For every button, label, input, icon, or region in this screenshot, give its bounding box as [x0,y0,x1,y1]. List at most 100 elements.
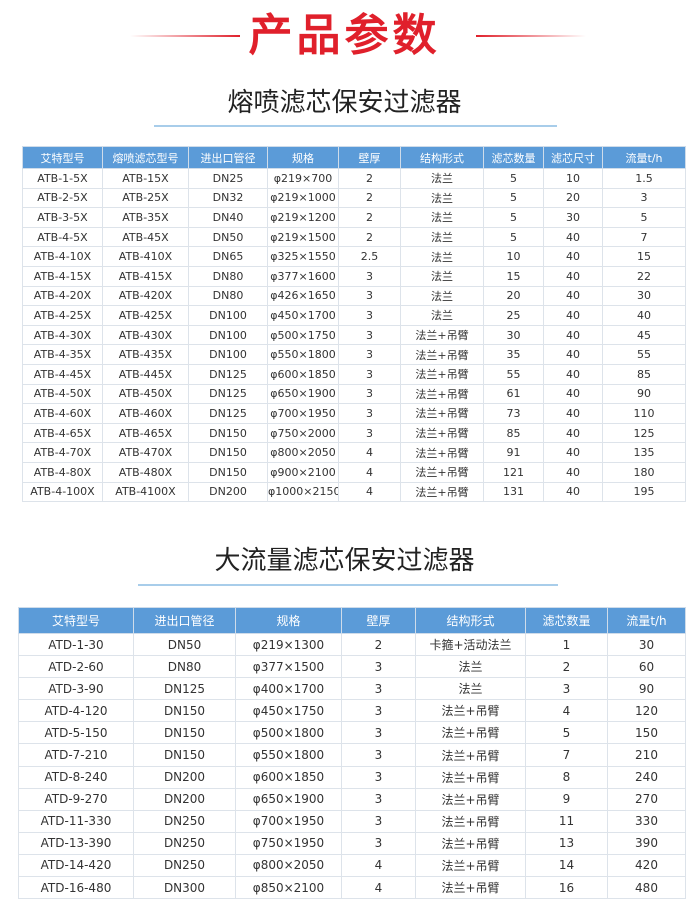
table-cell: ATB-4-50X [22,383,103,405]
meltblown-filter-table: 艾特型号 熔喷滤芯型号 进出口管径 规格 壁厚 结构形式 滤芯数量 滤芯尺寸 流量t/h ATB-… [22,146,686,503]
table-row: ATB-4-50X ATB-450X DN125 φ650×1900 3 法兰+吊臂 61 4… [22,383,686,405]
table-cell: ATD-16-480 [18,876,134,900]
table-cell: 法兰+吊臂 [400,344,484,365]
table-cell: 3 [341,699,416,723]
table-cell: ATD-3-90 [18,677,134,701]
table-cell: 13 [525,831,608,855]
column-header: 流量t/h [602,146,686,169]
table-cell: 7 [525,743,608,767]
table-cell: DN200 [188,481,268,503]
table-cell: DN150 [133,699,236,723]
table-row: ATD-8-240 DN200 φ600×1850 3 法兰+吊臂 8 240 [18,765,686,789]
table-cell: ATD-4-120 [18,699,134,723]
table-cell: ATD-2-60 [18,655,134,679]
table-cell: 法兰+吊臂 [400,461,484,483]
table-cell: DN250 [133,853,236,878]
table-cell: 法兰 [400,285,484,307]
table-cell: ATB-460X [102,403,189,424]
table-cell: ATB-415X [102,265,189,287]
table2-title: 大流量滤芯保安过滤器 [214,546,475,576]
table-cell: 5 [483,207,544,228]
table-cell: ATD-7-210 [18,743,134,767]
table-cell: 法兰+吊臂 [415,809,526,833]
table-cell: 40 [543,461,603,483]
table-cell: 4 [338,461,401,483]
table-cell: ATB-410X [102,246,189,267]
table-cell: 2 [338,226,401,248]
table-cell: 420 [607,853,686,878]
table-cell: 30 [483,324,544,346]
table-cell: ATB-4-15X [22,265,103,287]
table-cell: 90 [607,677,686,701]
table-cell: φ426×1650 [267,285,339,307]
table-cell: φ650×1900 [267,383,339,405]
table-cell: φ650×1900 [235,787,342,811]
table-cell: DN100 [188,344,268,365]
table-cell: 2 [525,655,608,679]
table-row: ATB-4-30X ATB-430X DN100 φ500×1750 3 法兰+吊臂 30 4… [22,324,686,346]
table-cell: 7 [602,226,686,248]
table-cell: DN65 [188,246,268,267]
table-cell: 法兰+吊臂 [400,403,484,424]
table-cell: 40 [602,305,686,326]
table-row: ATB-4-100X ATB-4100X DN200 φ1000×2150 4 法兰+吊臂… [22,481,686,503]
table-cell: ATB-4-70X [22,442,103,463]
table-cell: DN40 [188,207,268,228]
column-header: 规格 [267,146,339,169]
table-cell: 40 [543,442,603,463]
column-header: 流量t/h [607,607,686,634]
table-cell: 90 [602,383,686,405]
table-cell: 法兰+吊臂 [400,481,484,503]
table-cell: 3 [338,305,401,326]
table-row: ATB-4-60X ATB-460X DN125 φ700×1950 3 法兰+吊臂 73 4… [22,403,686,424]
table-cell: DN250 [133,831,236,855]
table-cell: DN50 [188,226,268,248]
table-cell: φ800×2050 [235,853,342,878]
table-cell: φ750×2000 [267,422,339,444]
table-cell: 2 [338,187,401,209]
table2-title-rule [138,584,558,586]
table-cell: 4 [341,876,416,900]
table-cell: 135 [602,442,686,463]
table-cell: 330 [607,809,686,833]
table-cell: 3 [338,285,401,307]
table-cell: φ219×1200 [267,207,339,228]
table-cell: 5 [483,187,544,209]
table-cell: 法兰+吊臂 [400,363,484,385]
table-cell: 240 [607,765,686,789]
table-cell: 121 [483,461,544,483]
table-cell: ATB-3-5X [22,207,103,228]
table-cell: DN125 [188,403,268,424]
table-cell: 73 [483,403,544,424]
table-cell: φ800×2050 [267,442,339,463]
table-cell: 40 [543,383,603,405]
table-cell: 3 [525,677,608,701]
table-cell: DN150 [133,743,236,767]
table-cell: ATD-14-420 [18,853,134,878]
table-cell: ATB-25X [102,187,189,209]
table-cell: DN100 [188,324,268,346]
table-cell: ATD-8-240 [18,765,134,789]
table-cell: 20 [543,187,603,209]
title-right-rule [476,35,586,37]
table-row: ATB-1-5X ATB-15X DN25 φ219×700 2 法兰 5 10 1.5 [22,168,686,189]
table1-title-rule [154,125,557,127]
table-row: ATD-14-420 DN250 φ800×2050 4 法兰+吊臂 14 420 [18,853,686,878]
table-cell: 法兰+吊臂 [415,787,526,811]
table-cell: 180 [602,461,686,483]
table-cell: 4 [341,853,416,878]
table-row: ATB-4-20X ATB-420X DN80 φ426×1650 3 法兰 20 40 30 [22,285,686,307]
table-row: ATB-4-10X ATB-410X DN65 φ325×1550 2.5 法兰 10 40 1… [22,246,686,267]
table-cell: φ700×1950 [235,809,342,833]
table-cell: 法兰+吊臂 [415,765,526,789]
table-cell: 法兰 [400,187,484,209]
table-cell: 55 [483,363,544,385]
table-cell: 法兰 [415,655,526,679]
table-cell: φ900×2100 [267,461,339,483]
table-cell: DN80 [188,265,268,287]
table-row: ATB-2-5X ATB-25X DN32 φ219×1000 2 法兰 5 20 3 [22,187,686,209]
table-row: ATB-4-15X ATB-415X DN80 φ377×1600 3 法兰 15 40 22 [22,265,686,287]
table-cell: φ219×1300 [235,632,342,657]
table-cell: DN80 [188,285,268,307]
table-row: ATB-4-65X ATB-465X DN150 φ750×2000 3 法兰+吊臂 85 4… [22,422,686,444]
